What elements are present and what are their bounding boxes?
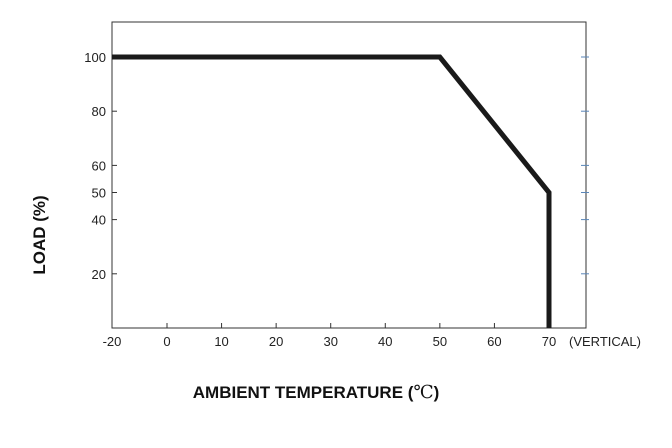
plot-area-frame bbox=[111, 21, 587, 329]
y-tick-label: 50 bbox=[92, 186, 106, 201]
x-tick-label: 10 bbox=[214, 334, 228, 349]
y-tick-label: 40 bbox=[92, 213, 106, 228]
y-tick-label: 60 bbox=[92, 158, 106, 173]
x-axis-title-prefix: AMBIENT TEMPERATURE ( bbox=[193, 383, 414, 402]
x-tick-label: 70 bbox=[542, 334, 556, 349]
x-tick-labels: -20 0 10 20 30 40 50 60 70 bbox=[103, 334, 557, 349]
x-tick-label: 20 bbox=[269, 334, 283, 349]
y-tick-label: 100 bbox=[84, 50, 106, 65]
x-axis-title: AMBIENT TEMPERATURE (℃) bbox=[193, 382, 440, 403]
right-axis-ticks bbox=[581, 56, 589, 275]
y-tick-labels: 20 40 50 60 80 100 bbox=[84, 50, 106, 282]
load-derating-line bbox=[112, 54, 552, 328]
x-axis-title-suffix: ) bbox=[434, 383, 440, 402]
bottom-axis-ticks bbox=[166, 323, 550, 328]
y-axis-title: LOAD (%) bbox=[30, 195, 49, 274]
x-tick-label: 30 bbox=[323, 334, 337, 349]
y-tick-label: 80 bbox=[92, 104, 106, 119]
x-tick-label: 0 bbox=[163, 334, 170, 349]
y-tick-label: 20 bbox=[92, 267, 106, 282]
x-axis-title-unit: ℃ bbox=[413, 382, 433, 403]
x-tick-label: 50 bbox=[433, 334, 447, 349]
x-tick-label: 60 bbox=[487, 334, 501, 349]
left-axis-ticks bbox=[112, 56, 117, 275]
x-suffix-label: (VERTICAL) bbox=[569, 334, 641, 349]
x-tick-label: -20 bbox=[103, 334, 122, 349]
x-tick-label: 40 bbox=[378, 334, 392, 349]
